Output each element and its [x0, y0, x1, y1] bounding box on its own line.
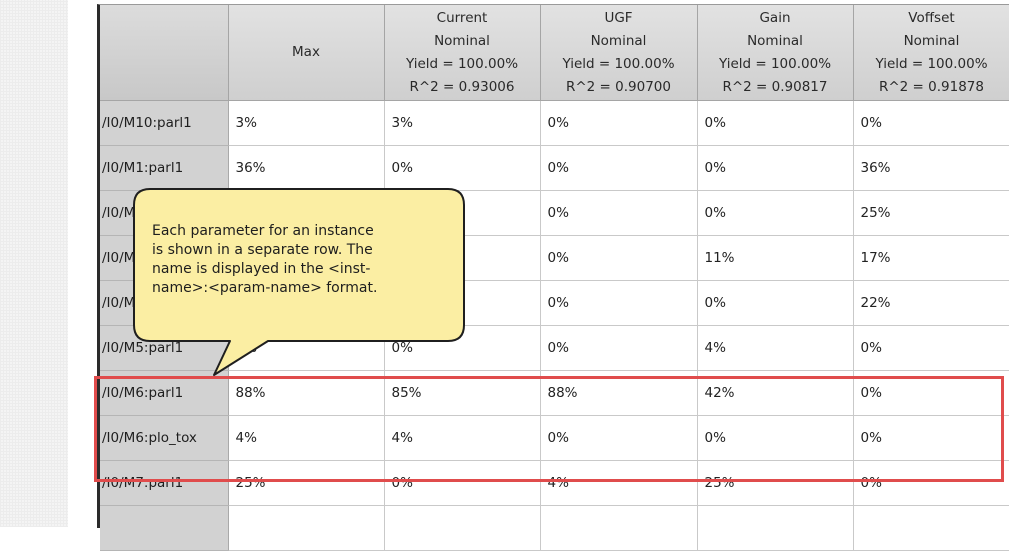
cell-ugf[interactable] — [540, 506, 697, 551]
cell-ugf[interactable]: 0% — [540, 281, 697, 326]
cell-voffset[interactable]: 0% — [853, 371, 1009, 416]
header-line: R^2 = 0.90700 — [541, 76, 697, 99]
row-header[interactable]: /I0/M5:parl1 — [100, 326, 228, 371]
cell-voffset[interactable]: 0% — [853, 326, 1009, 371]
cell-current[interactable] — [384, 506, 540, 551]
cell-ugf[interactable]: 0% — [540, 326, 697, 371]
cell-current[interactable]: 0% — [384, 461, 540, 506]
row-header[interactable]: /I0/M6:parl1 — [100, 371, 228, 416]
cell-voffset[interactable]: 25% — [853, 191, 1009, 236]
table-row[interactable] — [100, 506, 1009, 551]
row-header[interactable]: /I0/M10:parl1 — [100, 101, 228, 146]
header-line: Yield = 100.00% — [385, 53, 540, 76]
cell-voffset[interactable]: 36% — [853, 146, 1009, 191]
header-line: Nominal — [385, 30, 540, 53]
table-row[interactable]: /I0/M5:parl1 4% 0% 0% 4% 0% — [100, 326, 1009, 371]
cell-voffset[interactable] — [853, 506, 1009, 551]
header-line: R^2 = 0.90817 — [698, 76, 853, 99]
row-header[interactable]: /I0/M6:plo_tox — [100, 416, 228, 461]
cell-gain[interactable]: 0% — [697, 146, 853, 191]
column-header-gain[interactable]: Gain Nominal Yield = 100.00% R^2 = 0.908… — [697, 5, 853, 101]
header-line: Yield = 100.00% — [698, 53, 853, 76]
cell-voffset[interactable]: 17% — [853, 236, 1009, 281]
row-header[interactable]: /I0/M7:parl1 — [100, 461, 228, 506]
cell-current[interactable]: 0% — [384, 146, 540, 191]
cell-max[interactable]: 4% — [228, 416, 384, 461]
header-line: Voffset — [854, 7, 1009, 30]
cell-max[interactable] — [228, 506, 384, 551]
row-header[interactable]: /I0/M1:parl1 — [100, 146, 228, 191]
cell-voffset[interactable]: 0% — [853, 461, 1009, 506]
header-line: Gain — [698, 7, 853, 30]
table-header-row: Max Current Nominal Yield = 100.00% R^2 … — [100, 5, 1009, 101]
cell-max[interactable]: 36% — [228, 146, 384, 191]
cell-gain[interactable]: 0% — [697, 416, 853, 461]
table-row[interactable]: /I0/M10:parl1 3% 3% 0% 0% 0% — [100, 101, 1009, 146]
cell-ugf[interactable]: 0% — [540, 236, 697, 281]
header-line: Nominal — [698, 30, 853, 53]
callout-line: name>:<param-name> format. — [152, 279, 442, 298]
cell-voffset[interactable]: 22% — [853, 281, 1009, 326]
cell-ugf[interactable]: 4% — [540, 461, 697, 506]
table-row-highlighted[interactable]: /I0/M6:parl1 88% 85% 88% 42% 0% — [100, 371, 1009, 416]
cell-gain[interactable]: 0% — [697, 191, 853, 236]
header-line: Yield = 100.00% — [541, 53, 697, 76]
column-header-voffset[interactable]: Voffset Nominal Yield = 100.00% R^2 = 0.… — [853, 5, 1009, 101]
cell-max[interactable]: 4% — [228, 326, 384, 371]
cell-max[interactable]: 25% — [228, 461, 384, 506]
cell-max[interactable]: 3% — [228, 101, 384, 146]
cell-gain[interactable]: 4% — [697, 326, 853, 371]
cell-ugf[interactable]: 0% — [540, 416, 697, 461]
header-line: Yield = 100.00% — [854, 53, 1009, 76]
header-line: Max — [229, 41, 384, 64]
cell-gain[interactable]: 0% — [697, 101, 853, 146]
cell-ugf[interactable]: 88% — [540, 371, 697, 416]
column-header-max[interactable]: Max — [228, 5, 384, 101]
header-line: R^2 = 0.91878 — [854, 76, 1009, 99]
cell-current[interactable]: 85% — [384, 371, 540, 416]
cell-voffset[interactable]: 0% — [853, 101, 1009, 146]
column-header-current[interactable]: Current Nominal Yield = 100.00% R^2 = 0.… — [384, 5, 540, 101]
header-line: Current — [385, 7, 540, 30]
callout-line: name is displayed in the <inst- — [152, 260, 442, 279]
row-header[interactable] — [100, 506, 228, 551]
column-header-ugf[interactable]: UGF Nominal Yield = 100.00% R^2 = 0.9070… — [540, 5, 697, 101]
cell-ugf[interactable]: 0% — [540, 146, 697, 191]
header-line: R^2 = 0.93006 — [385, 76, 540, 99]
cell-voffset[interactable]: 0% — [853, 416, 1009, 461]
cell-max[interactable]: 88% — [228, 371, 384, 416]
cell-gain[interactable]: 25% — [697, 461, 853, 506]
cell-gain[interactable]: 0% — [697, 281, 853, 326]
cell-gain[interactable] — [697, 506, 853, 551]
cell-current[interactable]: 4% — [384, 416, 540, 461]
left-gutter — [0, 0, 68, 527]
callout-line: is shown in a separate row. The — [152, 241, 442, 260]
header-line: Nominal — [541, 30, 697, 53]
cell-current[interactable]: 3% — [384, 101, 540, 146]
callout-line: Each parameter for an instance — [152, 222, 442, 241]
cell-ugf[interactable]: 0% — [540, 191, 697, 236]
table-row[interactable]: /I0/M7:parl1 25% 0% 4% 25% 0% — [100, 461, 1009, 506]
cell-gain[interactable]: 11% — [697, 236, 853, 281]
corner-header — [100, 5, 228, 101]
cell-gain[interactable]: 42% — [697, 371, 853, 416]
table-row-highlighted[interactable]: /I0/M6:plo_tox 4% 4% 0% 0% 0% — [100, 416, 1009, 461]
header-line: Nominal — [854, 30, 1009, 53]
callout-text: Each parameter for an instance is shown … — [152, 222, 442, 298]
cell-ugf[interactable]: 0% — [540, 101, 697, 146]
table-row[interactable]: /I0/M1:parl1 36% 0% 0% 0% 36% — [100, 146, 1009, 191]
header-line: UGF — [541, 7, 697, 30]
cell-current[interactable]: 0% — [384, 326, 540, 371]
